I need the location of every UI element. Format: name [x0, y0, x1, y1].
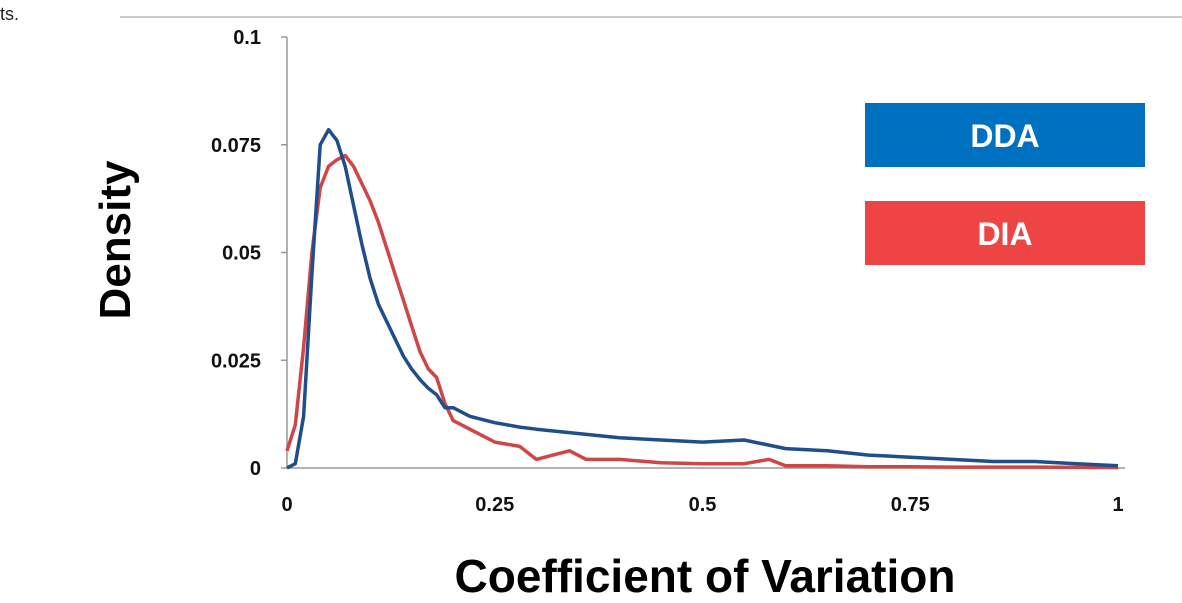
x-tick-label: 0: [281, 494, 292, 516]
x-tick-label: 0.25: [475, 494, 514, 516]
x-tick-label: 0.75: [891, 494, 930, 516]
legend-swatch-dda: [865, 103, 1145, 167]
y-axis-title: Density: [91, 160, 140, 319]
legend-swatch-dia: [865, 201, 1145, 265]
series-line-dda: [286, 127, 1119, 470]
y-tick-label: 0.05: [222, 243, 261, 265]
legend-label-dda: DDA: [970, 118, 1039, 154]
y-tick-label: 0: [250, 458, 261, 480]
y-tick-label: 0.075: [211, 135, 261, 157]
fragment-text: ts.: [0, 4, 20, 24]
x-axis-title: Coefficient of Variation: [455, 550, 956, 602]
y-tick-label: 0.025: [211, 350, 261, 372]
y-tick-label: 0.1: [233, 27, 261, 49]
x-tick-label: 0.5: [689, 494, 717, 516]
legend-label-dia: DIA: [977, 216, 1032, 252]
x-tick-label: 1: [1112, 494, 1123, 516]
